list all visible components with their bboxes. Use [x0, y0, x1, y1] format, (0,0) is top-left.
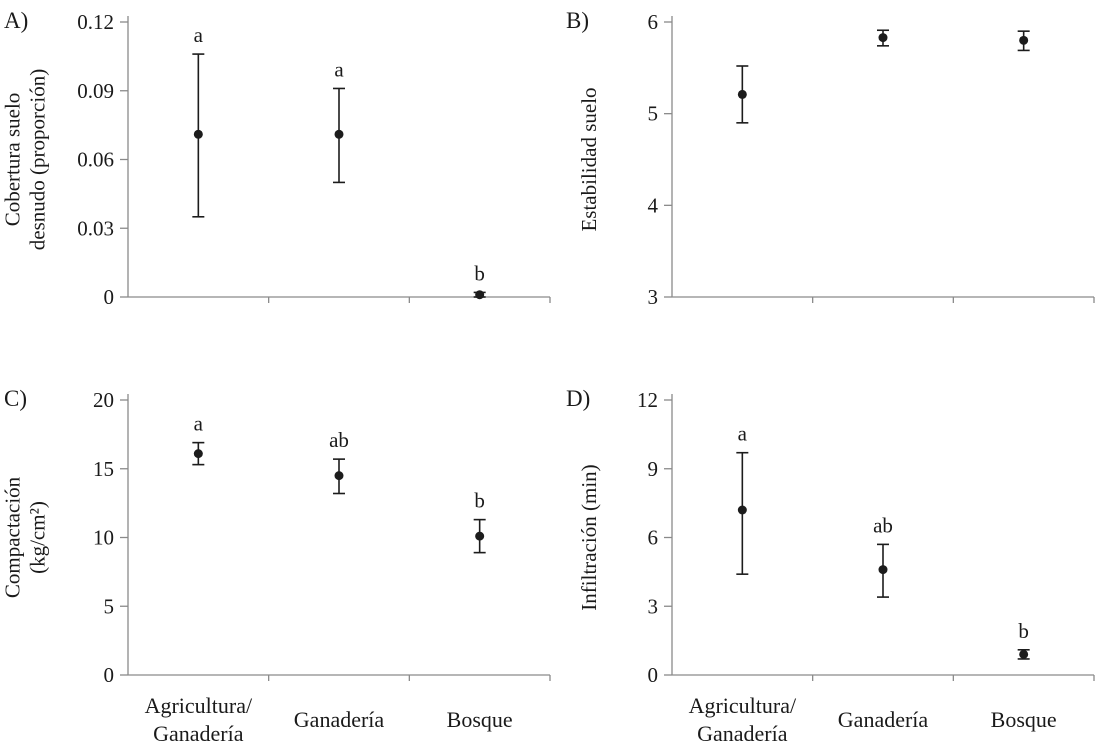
y-tick-label: 0 [648, 663, 659, 687]
y-axis-title: desnudo (proporción) [26, 69, 50, 250]
y-tick-label: 0 [104, 663, 115, 687]
data-point [737, 505, 747, 515]
y-axis-title: (kg/cm²) [26, 501, 50, 574]
y-tick-label: 6 [648, 10, 659, 34]
significance-letter: ab [873, 513, 893, 537]
data-point [878, 33, 888, 43]
data-point [1019, 649, 1029, 659]
panel-label: B) [566, 8, 589, 33]
significance-letter: b [474, 261, 485, 285]
category-label: Bosque [991, 707, 1057, 732]
data-point [737, 89, 747, 99]
panel-label: D) [566, 386, 590, 411]
y-tick-label: 12 [637, 388, 658, 412]
y-tick-label: 0.06 [77, 148, 114, 172]
y-tick-label: 0 [104, 285, 115, 309]
y-axis-title: Cobertura suelo [1, 93, 25, 227]
significance-letter: a [334, 57, 344, 81]
y-tick-label: 6 [648, 526, 659, 550]
y-tick-label: 15 [93, 457, 114, 481]
y-tick-label: 9 [648, 457, 659, 481]
panel-label: C) [4, 386, 27, 411]
category-label: Agricultura/ [689, 693, 797, 718]
y-tick-label: 3 [648, 594, 659, 618]
significance-letter: b [474, 489, 485, 513]
significance-letter: ab [329, 428, 349, 452]
category-label: Agricultura/ [145, 693, 253, 718]
data-point [878, 565, 888, 575]
data-point [334, 471, 344, 481]
category-label: Ganadería [838, 707, 929, 732]
y-tick-label: 0.09 [77, 79, 114, 103]
y-tick-label: 10 [93, 526, 114, 550]
data-point [193, 129, 203, 139]
data-point [193, 449, 203, 459]
significance-letter: a [738, 422, 748, 446]
panel-label: A) [4, 8, 28, 33]
data-point [334, 129, 344, 139]
y-tick-label: 4 [648, 193, 659, 217]
y-tick-label: 3 [648, 285, 659, 309]
category-label: Bosque [447, 707, 513, 732]
y-tick-label: 20 [93, 388, 114, 412]
y-axis-title: Compactación [1, 476, 25, 598]
significance-letter: a [194, 23, 204, 47]
category-label: Ganadería [697, 721, 788, 746]
data-point [475, 290, 485, 300]
y-tick-label: 5 [104, 594, 115, 618]
y-tick-label: 0.03 [77, 216, 114, 240]
significance-letter: a [194, 412, 204, 436]
y-axis-title: Estabilidad suelo [577, 87, 601, 231]
y-axis-title: Infiltración (min) [577, 464, 601, 610]
data-point [475, 531, 485, 541]
category-label: Ganadería [294, 707, 385, 732]
y-tick-label: 5 [648, 102, 659, 126]
y-tick-label: 0.12 [77, 10, 114, 34]
significance-letter: b [1018, 619, 1029, 643]
data-point [1019, 35, 1029, 45]
category-label: Ganadería [153, 721, 244, 746]
